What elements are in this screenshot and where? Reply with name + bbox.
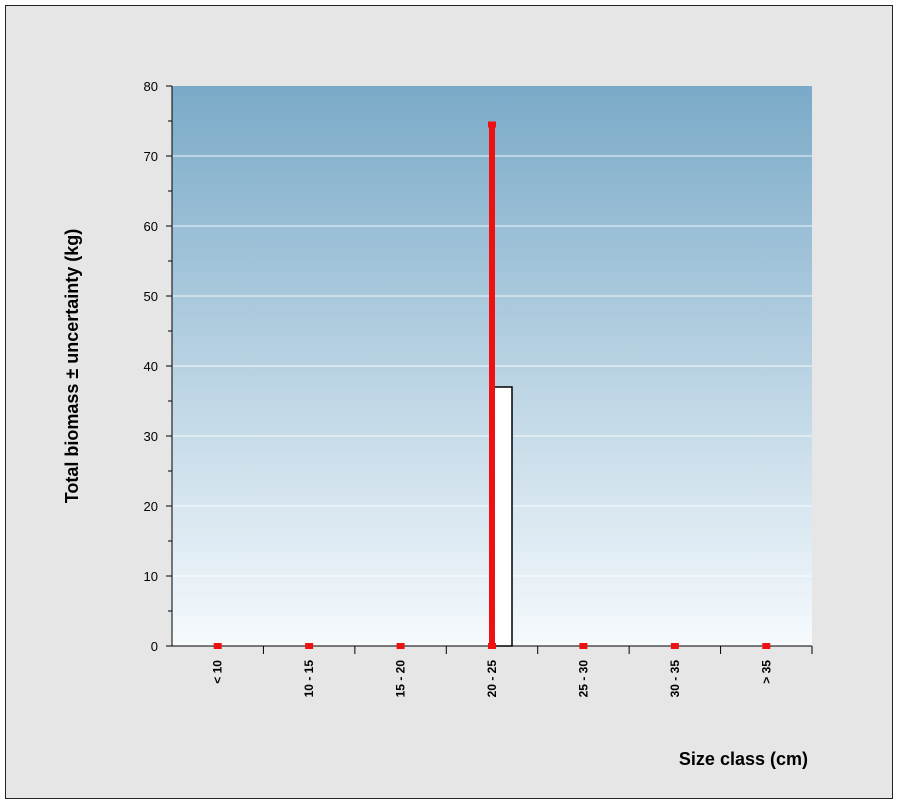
y-tick-label: 10 — [144, 569, 158, 584]
error-marker — [670, 643, 679, 649]
error-bars — [213, 121, 771, 649]
y-tick-label: 40 — [144, 359, 158, 374]
error-marker — [305, 643, 314, 649]
labels: 0 10 20 30 40 50 60 70 80 < 10 10 - 15 15 - 20 20 - … — [144, 79, 774, 697]
chart-frame: 0 10 20 30 40 50 60 70 80 < 10 10 - 15 15 - 20 20 - … — [5, 5, 893, 799]
y-tick-label: 80 — [144, 79, 158, 94]
x-tick-label: 25 - 30 — [576, 660, 590, 698]
bar — [492, 386, 513, 647]
y-tick-label: 30 — [144, 429, 158, 444]
x-tick-label: 10 - 15 — [302, 660, 316, 698]
biomass-chart: 0 10 20 30 40 50 60 70 80 < 10 10 - 15 15 - 20 20 - … — [62, 79, 813, 769]
error-marker — [762, 643, 771, 649]
y-tick-label: 50 — [144, 289, 158, 304]
y-tick-label: 60 — [144, 219, 158, 234]
x-tick-label: < 10 — [211, 660, 225, 684]
error-marker — [396, 643, 405, 649]
error-cap-high — [488, 121, 496, 128]
y-axis-title: Total biomass ± uncertainty (kg) — [62, 229, 82, 504]
error-marker — [579, 643, 588, 649]
x-tick-label: 15 - 20 — [394, 660, 408, 698]
y-tick-label: 20 — [144, 499, 158, 514]
bars — [492, 386, 513, 647]
error-marker — [213, 643, 222, 649]
x-tick-label: > 35 — [759, 660, 773, 684]
y-tick-label: 70 — [144, 149, 158, 164]
x-tick-label: 30 - 35 — [668, 660, 682, 698]
y-tick-label: 0 — [151, 639, 158, 654]
x-tick-label: 20 - 25 — [485, 660, 499, 698]
x-axis-title: Size class (cm) — [679, 749, 808, 769]
error-cap-low — [488, 643, 496, 649]
